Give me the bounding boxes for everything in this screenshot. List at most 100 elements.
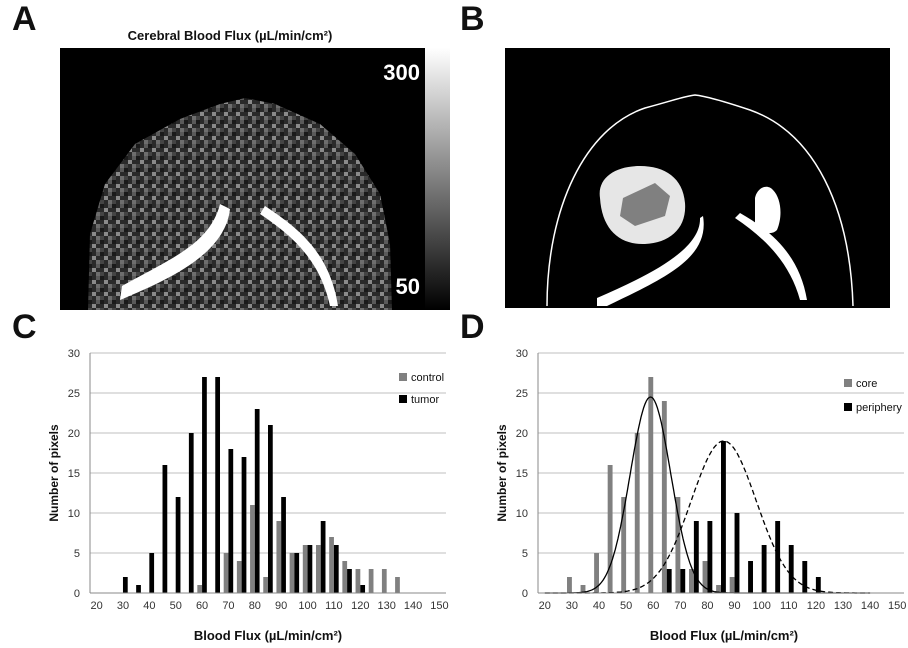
y-axis-label-d: Number of pixels	[495, 424, 509, 522]
bar-periphery	[788, 545, 794, 593]
bar-tumor	[149, 553, 155, 593]
bar-control	[342, 561, 348, 593]
x-tick-label: 130	[834, 600, 852, 612]
yticks-c: 0 5 10 15 20 25 30	[68, 348, 80, 600]
y-tick-label: 0	[74, 588, 80, 600]
bar-control	[302, 545, 308, 593]
bar-periphery	[775, 521, 781, 593]
ventricle-right	[260, 206, 338, 306]
xticks-d: 20 30 40 50 60 70 80 90 100 110 120 130 140 150	[539, 600, 907, 612]
bar-tumor	[136, 585, 141, 593]
legend-label-control: control	[411, 372, 444, 384]
y-axis-label-c: Number of pixels	[47, 424, 61, 522]
bar-tumor	[202, 377, 207, 593]
bar-control	[263, 577, 268, 593]
legend-swatch-periphery	[844, 403, 852, 411]
map-title: Cerebral Blood Flux (µL/min/cm²)	[128, 28, 333, 43]
bar-tumor	[307, 545, 313, 593]
bar-core	[675, 497, 681, 593]
bar-periphery	[748, 561, 753, 593]
bar-periphery	[666, 569, 672, 593]
roi-mask-panel	[505, 48, 890, 308]
bar-core	[567, 577, 572, 593]
y-tick-label: 15	[516, 468, 528, 480]
bar-tumor	[360, 585, 366, 593]
x-tick-label: 70	[222, 600, 234, 612]
x-tick-label: 100	[298, 600, 316, 612]
bar-core	[689, 569, 694, 593]
bar-control	[276, 521, 282, 593]
y-tick-label: 10	[516, 508, 528, 520]
bar-tumor	[241, 457, 247, 593]
x-tick-label: 130	[377, 600, 395, 612]
yticks-d: 0 5 10 15 20 25 30	[516, 348, 528, 600]
x-tick-label: 140	[404, 600, 422, 612]
bar-periphery	[721, 441, 726, 593]
bar-control	[315, 545, 321, 593]
bar-tumor	[188, 433, 194, 593]
bar-periphery	[707, 521, 713, 593]
x-tick-label: 60	[647, 600, 659, 612]
bar-core	[621, 497, 627, 593]
x-tick-label: 100	[752, 600, 770, 612]
legend-c: control tumor	[399, 372, 444, 406]
roi-contralateral	[755, 186, 781, 234]
panel-letter-a: A	[12, 0, 37, 38]
panel-letter-b: B	[460, 0, 485, 38]
bar-control	[381, 569, 387, 593]
bar-control	[355, 569, 361, 593]
bar-periphery	[693, 521, 699, 593]
legend-label-core: core	[856, 378, 877, 390]
ventricle-left	[120, 204, 230, 300]
x-tick-label: 30	[117, 600, 129, 612]
x-axis-label-d: Blood Flux (µL/min/cm²)	[650, 628, 798, 643]
colorbar-max-label: 300	[383, 60, 420, 85]
legend-swatch-core	[844, 379, 852, 387]
x-tick-label: 90	[275, 600, 287, 612]
bar-control	[368, 569, 374, 593]
x-tick-label: 120	[351, 600, 369, 612]
panel-letter-c: C	[12, 308, 37, 346]
bar-tumor	[333, 545, 339, 593]
bar-tumor	[122, 577, 128, 593]
bar-core	[661, 401, 667, 593]
bar-periphery	[761, 545, 767, 593]
x-tick-label: 150	[430, 600, 448, 612]
bar-periphery	[815, 577, 821, 593]
y-tick-label: 20	[516, 428, 528, 440]
x-tick-label: 40	[143, 600, 155, 612]
bar-tumor	[281, 497, 286, 593]
perfusion-map-panel: Cerebral Blood Flux (µL/min/cm²) 300 50	[60, 28, 450, 310]
y-tick-label: 0	[522, 588, 528, 600]
bar-control	[289, 553, 295, 593]
bar-tumor	[228, 449, 234, 593]
y-tick-label: 5	[522, 548, 528, 560]
bar-tumor	[254, 409, 260, 593]
legend-label-tumor: tumor	[411, 394, 439, 406]
bars-c	[122, 377, 400, 593]
x-tick-label: 90	[728, 600, 740, 612]
bar-control	[329, 537, 334, 593]
histogram-control-tumor: 0 5 10 15 20 25 30 20 30 40 50 60 70 80 90 100 110 120 13…	[47, 348, 449, 643]
x-tick-label: 40	[593, 600, 605, 612]
bar-tumor	[215, 377, 221, 593]
y-tick-label: 25	[68, 388, 80, 400]
x-tick-label: 120	[807, 600, 825, 612]
bar-periphery	[680, 569, 686, 593]
bar-control	[250, 505, 255, 593]
bar-core	[607, 465, 613, 593]
x-tick-label: 50	[170, 600, 182, 612]
x-axis-label-c: Blood Flux (µL/min/cm²)	[194, 628, 342, 643]
bar-core	[648, 377, 654, 593]
mask-ventricle-right	[735, 213, 807, 300]
bar-core	[580, 585, 586, 593]
bar-tumor	[347, 569, 352, 593]
y-tick-label: 30	[68, 348, 80, 360]
x-tick-label: 150	[888, 600, 906, 612]
x-tick-label: 30	[566, 600, 578, 612]
bars-d	[567, 377, 821, 593]
bar-core	[702, 561, 708, 593]
legend-swatch-control	[399, 373, 407, 381]
histogram-core-periphery: 0 5 10 15 20 25 30 20 30 40 50 60 70 80 90 100 110 120 13…	[495, 348, 907, 643]
bar-core	[729, 577, 735, 593]
